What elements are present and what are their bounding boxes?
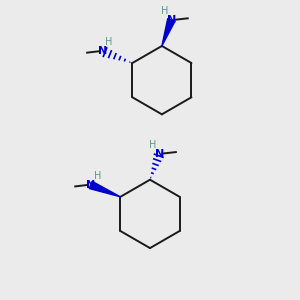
Text: N: N [98,46,107,56]
Text: H: H [105,37,113,47]
Polygon shape [89,181,120,197]
Text: H: H [161,6,169,16]
Text: H: H [94,171,101,181]
Text: N: N [86,180,95,190]
Text: N: N [155,148,164,159]
Polygon shape [162,19,175,46]
Text: H: H [149,140,157,150]
Text: N: N [167,15,176,25]
